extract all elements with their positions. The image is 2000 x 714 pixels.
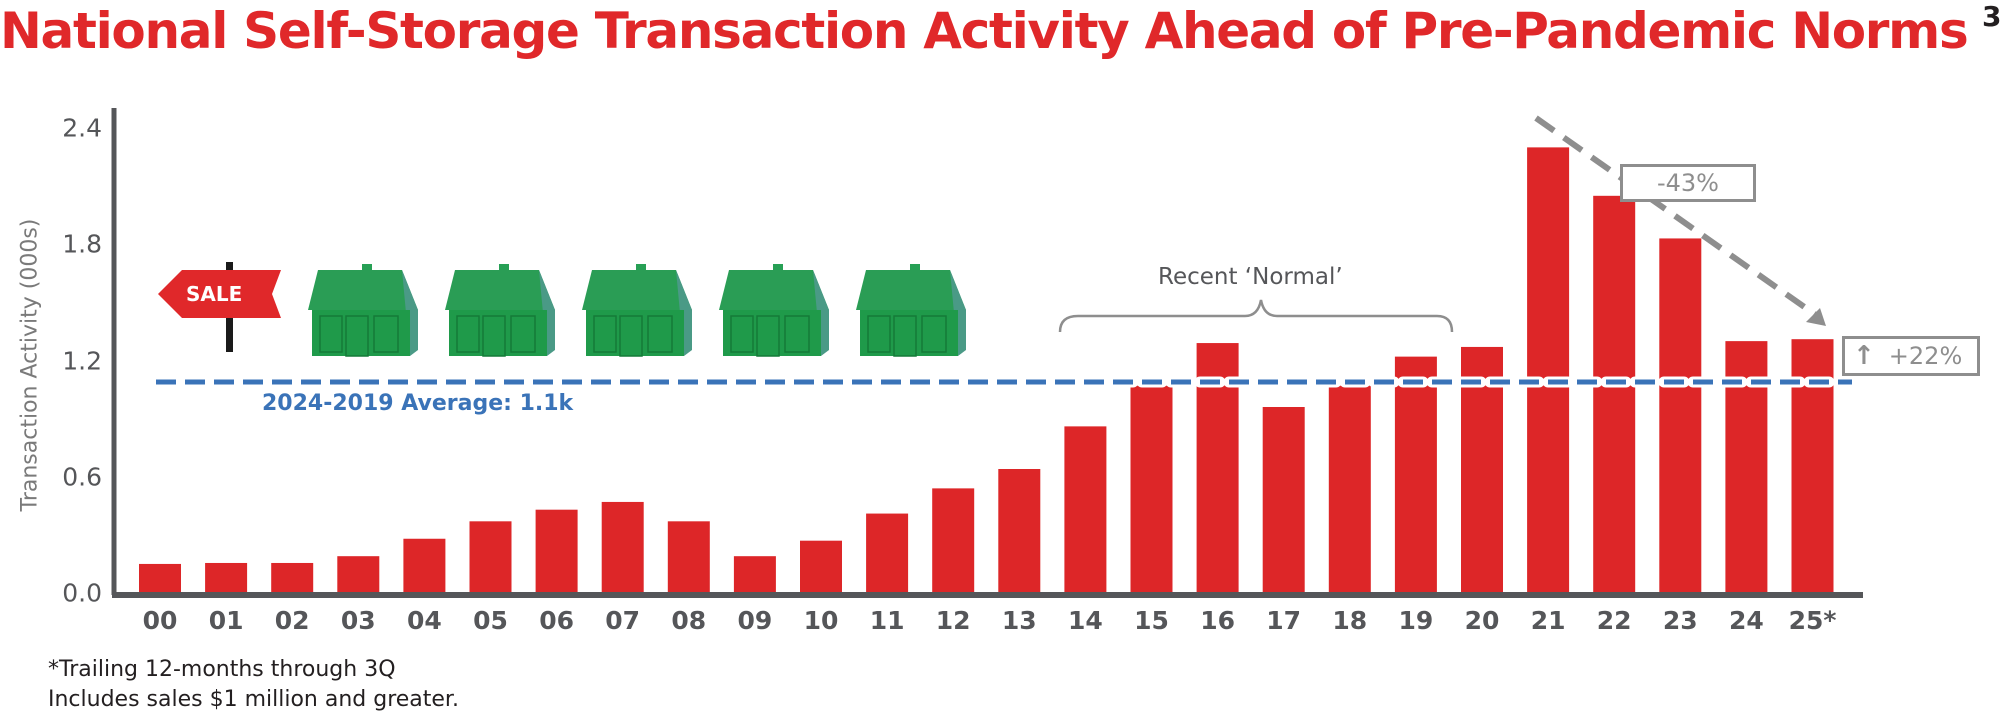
house-icon [582,264,692,357]
bar-13 [998,469,1041,593]
x-tick-label: 11 [869,606,905,635]
x-tick-label: 00 [142,606,178,635]
x-tick-label: 09 [737,606,773,635]
x-tick-label: 08 [671,606,707,635]
bar-10 [800,540,842,593]
bar-23 [1659,238,1702,593]
x-tick-label: 04 [406,606,442,635]
x-tick-label: 21 [1530,606,1566,635]
bar-04 [403,538,446,593]
house-icon [308,264,418,357]
x-tick-label: 15 [1134,606,1169,635]
bar-21 [1527,147,1570,593]
house-icon [445,264,555,357]
bar-01 [205,562,248,593]
x-tick-label: 05 [473,606,508,635]
bar-09 [733,556,776,593]
recent-normal-brace-icon [1058,299,1454,333]
sale-sign-text: SALE [186,282,243,306]
x-tick-label: 02 [274,606,310,635]
y-tick-label: 2.4 [62,113,102,143]
chart-title: National Self-Storage Transaction Activi… [0,2,1969,60]
sale-sign-icon [158,262,281,352]
bar-14 [1064,426,1107,593]
footnote-trailing: *Trailing 12-months through 3Q [48,657,396,682]
y-tick-label: 1.8 [62,229,102,259]
increase-percent: +22% [1888,342,1963,370]
x-tick-label: 25* [1788,606,1837,635]
x-tick-label: 24 [1728,606,1764,635]
y-tick-label: 0.6 [62,462,102,492]
decline-arrow-line [1534,115,1822,321]
bar-15 [1130,385,1173,593]
bar-17 [1262,407,1305,593]
x-tick-label: 07 [605,606,641,635]
decline-arrowhead-icon [1806,308,1826,326]
x-tick-label: 10 [803,606,839,635]
x-tick-label: 17 [1266,606,1302,635]
bar-00 [139,563,181,593]
x-tick-label: 03 [340,606,376,635]
x-tick-label: 16 [1200,606,1235,635]
increase-percent-box: ↑ +22% [1842,336,1980,376]
bar-11 [866,513,909,593]
x-tick-label: 22 [1596,606,1632,635]
bar-05 [469,521,512,593]
title-footnote-marker: 3 [1982,0,2000,33]
x-tick-label: 12 [935,606,971,635]
bar-02 [271,562,314,593]
bars [139,147,1834,593]
bar-12 [932,488,975,593]
house-icons [308,264,966,357]
bar-08 [667,521,710,593]
x-tick-label: 20 [1464,606,1500,635]
decline-percent-box: -43% [1620,164,1756,202]
decline-percent: -43% [1656,169,1719,197]
x-tick-label: 23 [1662,606,1698,635]
up-arrow-icon: ↑ [1853,341,1875,371]
bar-19 [1394,356,1437,593]
x-tick-label: 19 [1398,606,1434,635]
footnote-includes: Includes sales $1 million and greater. [48,687,459,712]
x-tick-label: 13 [1001,606,1037,635]
x-tick-label: 01 [208,606,244,635]
average-label: 2024-2019 Average: 1.1k [262,391,574,416]
bar-18 [1328,385,1371,593]
bar-06 [535,509,578,593]
bar-20 [1461,346,1503,593]
bar-03 [337,556,380,593]
x-tick-label: 18 [1332,606,1368,635]
house-icon [719,264,829,357]
house-icon [856,264,966,357]
y-tick-label: 0.0 [62,578,102,608]
y-tick-label: 1.2 [62,346,102,375]
x-tick-label: 06 [539,606,574,635]
recent-normal-label: Recent ‘Normal’ [1158,264,1343,290]
x-tick-label: 14 [1067,606,1103,635]
bar-07 [601,501,644,593]
bar-22 [1593,195,1636,593]
